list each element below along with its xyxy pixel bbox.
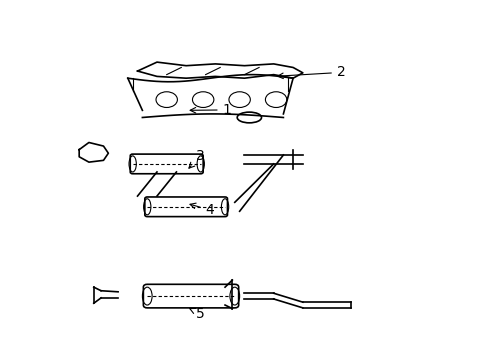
- Text: 3: 3: [188, 149, 204, 168]
- Text: 4: 4: [190, 203, 214, 217]
- Text: 2: 2: [277, 66, 345, 80]
- Text: 1: 1: [190, 103, 231, 117]
- Text: 5: 5: [189, 306, 204, 320]
